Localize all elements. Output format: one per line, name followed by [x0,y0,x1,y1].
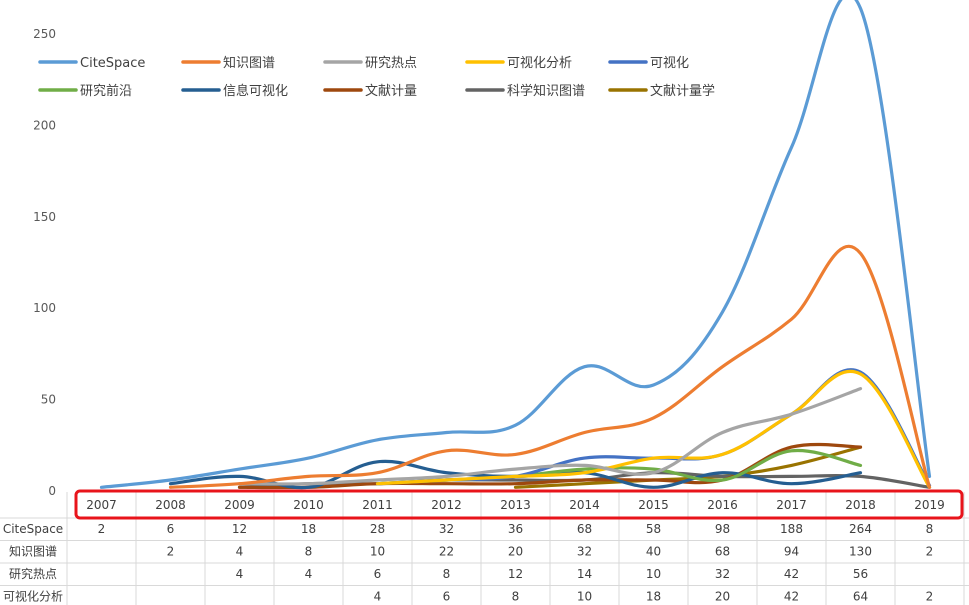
y-tick-label: 200 [33,118,56,132]
table-cell: 68 [715,545,730,559]
table-cell: 8 [512,590,520,604]
year-label: 2016 [707,498,738,512]
table-cell: 94 [784,545,799,559]
year-label: 2014 [569,498,600,512]
year-row-highlight [74,489,964,520]
series-line-4 [375,369,932,489]
table-cell: 8 [926,522,934,536]
table-cell: 188 [780,522,803,536]
table-row-label: 可视化分析 [3,589,63,604]
table-cell: 40 [646,545,661,559]
year-label: 2009 [224,498,255,512]
table-cell: 4 [236,567,244,581]
y-tick-label: 150 [33,210,56,224]
series-lines [99,0,932,490]
year-label: 2015 [638,498,669,512]
year-label: 2008 [155,498,186,512]
table-cell: 4 [236,545,244,559]
year-label: 2012 [431,498,462,512]
y-tick-label: 50 [41,393,56,407]
table-cell: 4 [305,567,313,581]
table-cell: 68 [577,522,592,536]
legend-label: 研究前沿 [80,83,132,99]
table-cell: 20 [715,590,730,604]
data-table: 2007 2008 2009 2010 2011 2012 2013 2014 2015 2016… [0,492,969,605]
legend-label: 文献计量学 [650,83,715,99]
year-label: 2010 [293,498,324,512]
legend-label: 可视化 [650,56,689,71]
table-row-label: CiteSpace [3,522,63,536]
legend-label: 科学知识图谱 [507,83,585,99]
legend-label: 研究热点 [365,56,417,71]
legend-label: 信息可视化 [223,83,288,99]
table-cell: 130 [849,545,872,559]
year-label: 2013 [500,498,531,512]
table-cell: 6 [374,567,382,581]
table-cell: 2 [926,590,934,604]
table-cell: 2 [98,522,106,536]
legend-label: 可视化分析 [507,56,572,71]
table-cell: 32 [577,545,592,559]
table-cell: 10 [646,567,661,581]
y-tick-label: 100 [33,301,56,315]
table-cell: 58 [646,522,661,536]
y-tick-label: 250 [33,27,56,41]
table-cell: 18 [301,522,316,536]
table-cell: 6 [443,590,451,604]
series-line-3 [237,387,863,486]
table-cell: 12 [232,522,247,536]
table-cell: 4 [374,590,382,604]
table-cell: 2 [926,545,934,559]
table-cell: 36 [508,522,523,536]
year-label: 2018 [845,498,876,512]
y-tick-label: 0 [48,484,56,498]
table-cell: 6 [167,522,175,536]
table-cell: 64 [853,590,868,604]
y-axis: 0 50 100 150 200 250 [33,27,56,498]
table-cell: 8 [305,545,313,559]
table-cell: 10 [577,590,592,604]
table-cell: 22 [439,545,454,559]
table-cell: 12 [508,567,523,581]
table-cell: 98 [715,522,730,536]
year-label: 2011 [362,498,393,512]
year-label: 2017 [776,498,807,512]
legend-label: CiteSpace [80,56,145,71]
table-cell: 56 [853,567,868,581]
table-cell: 42 [784,590,799,604]
table-row-label: 研究热点 [9,566,57,581]
table-cell: 10 [370,545,385,559]
legend-label: 文献计量 [365,84,417,99]
series-line-2 [168,244,932,489]
table-row-label: 知识图谱 [9,545,57,559]
series-line-1 [99,0,932,489]
table-cell: 264 [849,522,872,536]
table-cell: 28 [370,522,385,536]
table-cell: 2 [167,545,175,559]
table-cell: 20 [508,545,523,559]
table-cell: 18 [646,590,661,604]
table-cell: 32 [715,567,730,581]
table-cell: 8 [443,567,451,581]
table-cell: 14 [577,567,592,581]
year-label: 2019 [914,498,945,512]
table-cell: 32 [439,522,454,536]
table-cell: 42 [784,567,799,581]
legend-label: 知识图谱 [223,55,275,71]
year-label: 2007 [86,498,117,512]
